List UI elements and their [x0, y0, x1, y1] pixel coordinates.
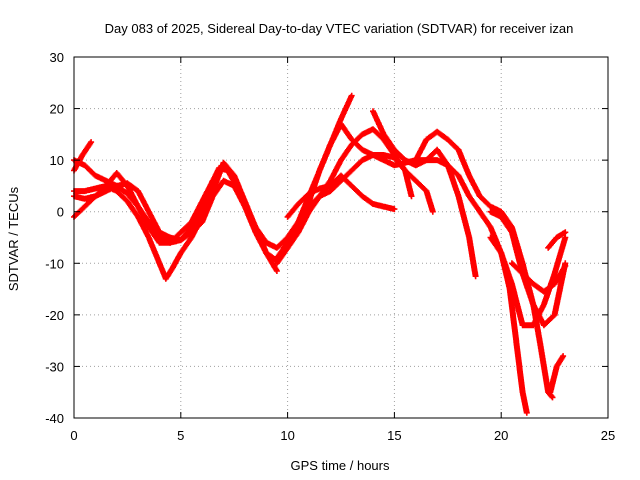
x-axis-label: GPS time / hours — [291, 458, 390, 473]
y-axis-label: SDTVAR / TECUs — [6, 186, 21, 291]
series-track-8 — [284, 172, 398, 220]
data-point-markers — [370, 108, 479, 280]
data-point-markers — [412, 128, 556, 401]
y-tick-label: 10 — [50, 153, 64, 168]
y-tick-label: -20 — [45, 308, 64, 323]
series-track-11 — [487, 208, 569, 329]
series-track-10 — [412, 128, 556, 401]
data-point-markers — [545, 229, 569, 251]
y-tick-label: -10 — [45, 256, 64, 271]
x-tick-label: 5 — [177, 428, 184, 443]
axis-ticks: 0 5 10 15 20 25 -40 -30 -20 -10 0 10 20 30 — [45, 50, 615, 443]
x-tick-label: 25 — [601, 428, 615, 443]
data-point-markers — [547, 353, 567, 396]
series-track-13 — [487, 234, 569, 329]
y-tick-label: -40 — [45, 411, 64, 426]
data-point-markers — [487, 208, 569, 329]
chart-title: Day 083 of 2025, Sidereal Day-to-day VTE… — [105, 21, 574, 36]
y-tick-label: -30 — [45, 359, 64, 374]
data-series — [71, 92, 569, 416]
series-track-14 — [545, 229, 569, 251]
x-tick-label: 0 — [70, 428, 77, 443]
x-tick-label: 15 — [387, 428, 401, 443]
data-point-markers — [487, 234, 569, 329]
x-tick-label: 10 — [280, 428, 294, 443]
y-tick-label: 30 — [50, 50, 64, 65]
y-tick-label: 20 — [50, 102, 64, 117]
plot-frame — [73, 56, 609, 419]
x-tick-label: 20 — [494, 428, 508, 443]
series-track-15 — [547, 353, 567, 396]
y-tick-label: 0 — [57, 205, 64, 220]
series-track-9 — [370, 108, 479, 280]
data-point-markers — [284, 172, 398, 220]
